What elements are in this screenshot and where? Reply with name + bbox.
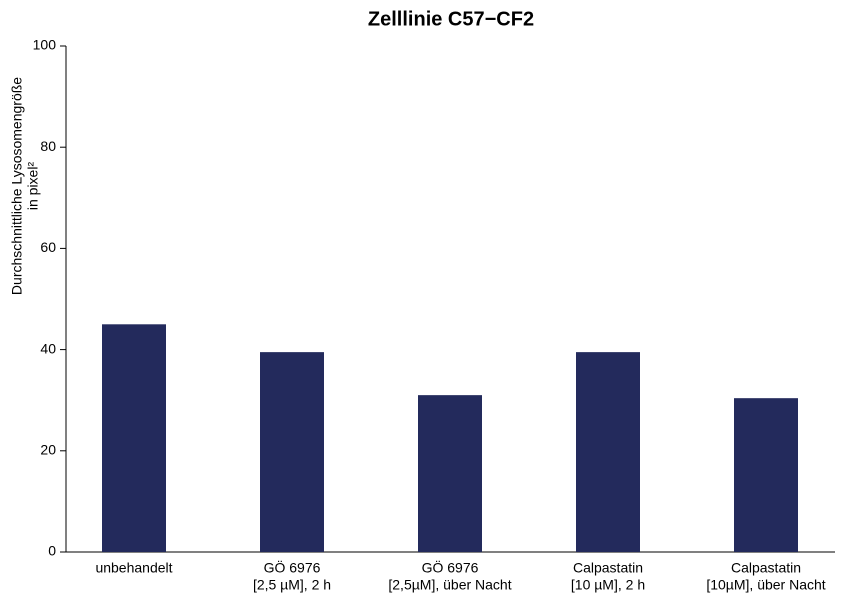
y-tick-label: 20 [40, 442, 56, 458]
y-tick-label: 60 [40, 239, 56, 255]
y-tick-label: 0 [48, 543, 56, 559]
y-axis-label: in pixel² [25, 162, 41, 211]
x-tick-label: [2,5µM], über Nacht [388, 577, 511, 593]
bar [260, 352, 324, 552]
x-tick-label: unbehandelt [95, 560, 172, 576]
bar [576, 352, 640, 552]
x-tick-label: Calpastatin [731, 560, 801, 576]
x-tick-label: Calpastatin [573, 560, 643, 576]
y-axis-label: Durchschnittliche Lysosomengröße [9, 77, 25, 295]
x-tick-label: [2,5 µM], 2 h [253, 577, 331, 593]
x-tick-label: GÖ 6976 [264, 559, 321, 576]
y-tick-label: 40 [40, 340, 56, 356]
y-tick-label: 80 [40, 138, 56, 154]
chart-title: Zelllinie C57−CF2 [368, 8, 534, 30]
x-tick-label: GÖ 6976 [422, 559, 479, 576]
x-tick-label: [10 µM], 2 h [571, 577, 645, 593]
x-tick-label: [10µM], über Nacht [706, 577, 825, 593]
y-tick-label: 100 [33, 37, 57, 53]
bar [418, 395, 482, 552]
bar [734, 398, 798, 552]
bar [102, 324, 166, 552]
